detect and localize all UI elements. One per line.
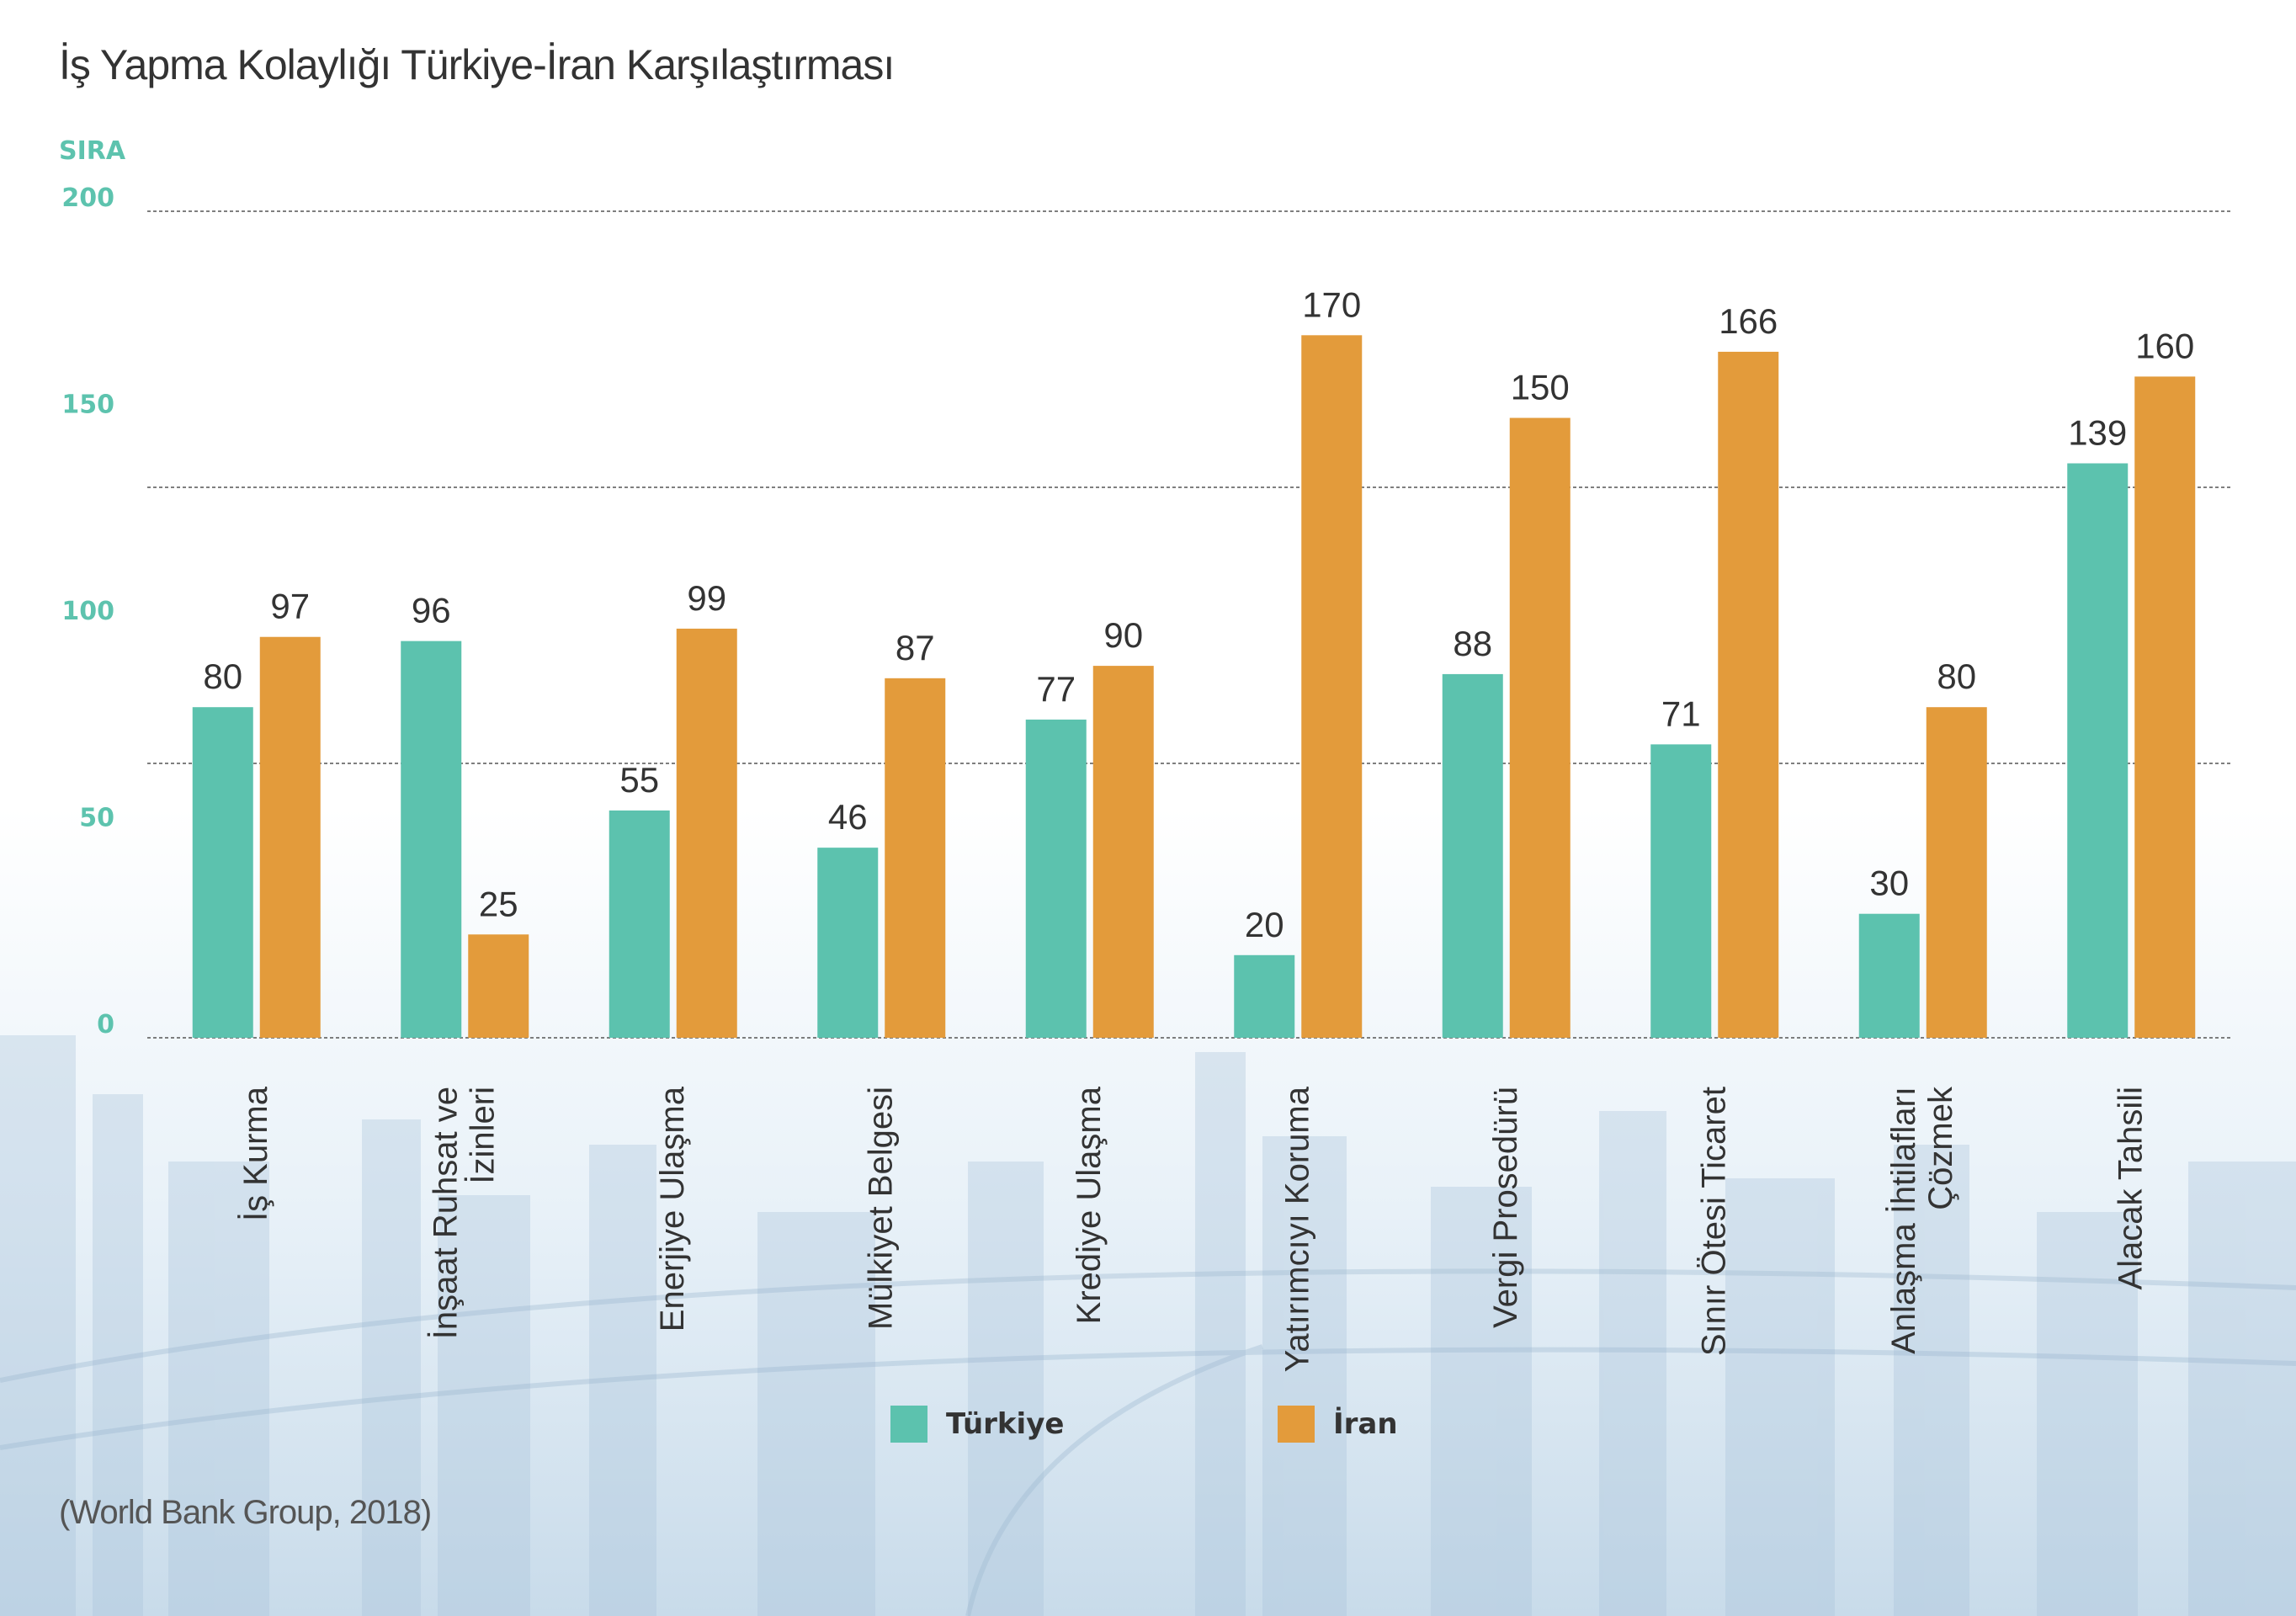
x-tick-label-line: İş Kurma — [237, 1086, 274, 1221]
bar-iran — [1718, 351, 1779, 1038]
data-label-iran: 99 — [687, 578, 726, 618]
data-label-turkey: 88 — [1453, 624, 1492, 663]
data-label-iran: 160 — [2135, 326, 2194, 365]
legend-swatch-turkey — [890, 1406, 927, 1443]
bar-turkey — [609, 810, 670, 1038]
x-tick-label: Anlaşma İhtilafları Çözmek — [1884, 1086, 1959, 1354]
bar-iran — [2134, 376, 2196, 1038]
x-tick-label-line: İzinleri — [463, 1087, 501, 1184]
data-label-turkey: 80 — [203, 656, 242, 696]
data-label-iran: 170 — [1302, 284, 1361, 324]
x-tick-label: Sınır Ötesi Ticaret — [1695, 1087, 1732, 1356]
data-label-iran: 90 — [1103, 615, 1143, 655]
bar-turkey — [401, 641, 462, 1038]
x-tick-label-line: Yatırımcıyı Koruma — [1278, 1086, 1315, 1372]
bar-turkey — [2067, 463, 2129, 1038]
y-tick-label: 100 — [61, 597, 114, 626]
legend-label-turkey: Türkiye — [946, 1407, 1065, 1441]
x-tick-label: Enerjiye Ulaşma — [654, 1086, 691, 1332]
data-label-turkey: 46 — [828, 797, 868, 837]
x-tick-label: İş Kurma — [237, 1086, 274, 1221]
bar-iran — [885, 678, 946, 1038]
bar-iran — [676, 628, 737, 1038]
legend-swatch-iran — [1278, 1406, 1315, 1443]
x-tick-label: Mülkiyet Belgesi — [862, 1087, 899, 1330]
legend-label-iran: İran — [1333, 1407, 1398, 1441]
bar-turkey — [1025, 719, 1087, 1038]
bar-turkey — [817, 848, 879, 1038]
x-tick-label: Vergi Prosedürü — [1487, 1087, 1524, 1328]
bar-iran — [259, 636, 321, 1038]
chart-title: İş Yapma Kolaylığı Türkiye-İran Karşılaş… — [59, 41, 895, 88]
bar-turkey — [192, 707, 253, 1038]
data-label-turkey: 96 — [412, 591, 451, 630]
x-tick-label-line: Enerjiye Ulaşma — [654, 1086, 691, 1332]
data-label-turkey: 20 — [1245, 905, 1284, 944]
x-tick-label-line: Çözmek — [1922, 1086, 1959, 1210]
x-tick-label: Yatırımcıyı Koruma — [1278, 1086, 1315, 1372]
bar-turkey — [1650, 744, 1712, 1038]
y-tick-label: 0 — [97, 1010, 114, 1039]
data-label-iran: 97 — [270, 587, 310, 626]
data-label-iran: 150 — [1511, 368, 1570, 407]
y-tick-label: 150 — [61, 391, 114, 420]
data-label-iran: 25 — [479, 884, 518, 923]
y-axis-label: SIRA — [59, 136, 126, 166]
legend-item-turkey: Türkiye — [890, 1404, 1064, 1444]
data-label-turkey: 71 — [1661, 694, 1701, 733]
x-tick-label-line: İnşaat Ruhsat ve — [426, 1087, 464, 1339]
x-tick-label-line: Vergi Prosedürü — [1487, 1087, 1524, 1328]
data-label-iran: 87 — [896, 628, 935, 667]
bar-iran — [1301, 335, 1363, 1038]
x-tick-label-line: Mülkiyet Belgesi — [862, 1087, 899, 1330]
bar-turkey — [1234, 954, 1295, 1038]
x-tick-label: Alacak Tahsili — [2112, 1087, 2149, 1290]
data-label-turkey: 30 — [1869, 864, 1909, 903]
x-tick-label-line: Krediye Ulaşma — [1071, 1086, 1108, 1324]
bar-iran — [1092, 666, 1154, 1038]
data-label-turkey: 139 — [2068, 413, 2127, 453]
x-tick-label-line: Anlaşma İhtilafları — [1884, 1087, 1922, 1354]
x-tick-label: İnşaat Ruhsat ve İzinleri — [426, 1087, 501, 1339]
legend-item-iran: İran — [1278, 1404, 1398, 1444]
source-note: (World Bank Group, 2018) — [59, 1494, 432, 1531]
bar-turkey — [1858, 913, 1920, 1038]
x-tick-label-line: Sınır Ötesi Ticaret — [1695, 1087, 1732, 1356]
bar-iran — [468, 934, 529, 1038]
data-label-iran: 80 — [1937, 656, 1976, 696]
data-label-turkey: 77 — [1036, 669, 1076, 709]
data-label-iran: 166 — [1719, 301, 1778, 341]
bar-iran — [1926, 707, 1987, 1038]
data-label-turkey: 55 — [619, 760, 659, 800]
y-tick-label: 200 — [61, 183, 114, 213]
bar-turkey — [1442, 673, 1503, 1038]
y-tick-label: 50 — [79, 804, 114, 833]
bar-iran — [1509, 417, 1571, 1038]
x-tick-label-line: Alacak Tahsili — [2112, 1087, 2149, 1290]
x-tick-label: Krediye Ulaşma — [1071, 1086, 1108, 1324]
